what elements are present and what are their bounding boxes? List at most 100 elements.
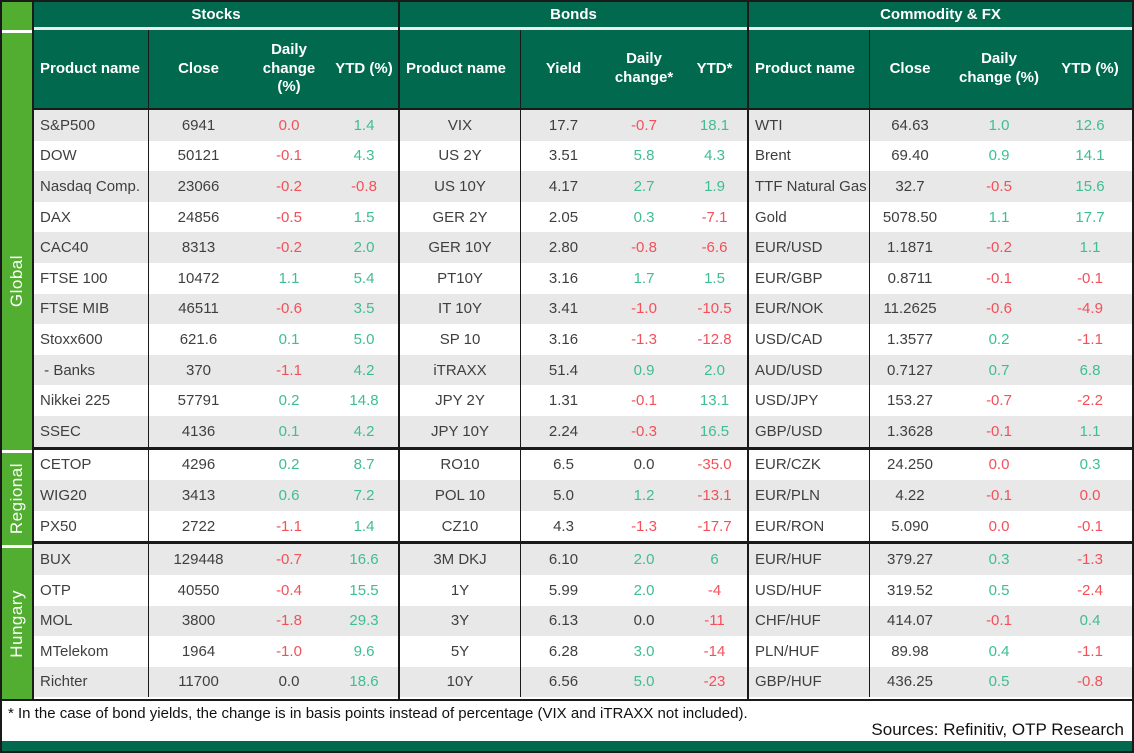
ytd-cell: -1.1 bbox=[1077, 642, 1103, 660]
ytd-cell: -0.8 bbox=[1077, 673, 1103, 691]
product-name-cell: WTI bbox=[749, 110, 870, 141]
table-row: PT10Y 3.16 1.7 1.5 bbox=[400, 262, 747, 294]
table-row: SP 10 3.16 -1.3 -12.8 bbox=[400, 324, 747, 355]
daily-change-cell: -0.4 bbox=[276, 581, 302, 599]
product-name-cell: S&P500 bbox=[34, 110, 149, 141]
group-label-regional: Regional bbox=[2, 453, 32, 545]
close-cell: 5.090 bbox=[891, 517, 929, 535]
ytd-cell: 9.6 bbox=[353, 642, 375, 660]
ytd-cell: 0.3 bbox=[1079, 456, 1101, 474]
daily-change-cell: 5.8 bbox=[633, 147, 655, 165]
table-row: VIX 17.7 -0.7 18.1 bbox=[400, 110, 747, 141]
yield-cell: 4.17 bbox=[548, 177, 579, 195]
group-label-text: Regional bbox=[7, 463, 26, 535]
ytd-cell: -17.7 bbox=[697, 517, 732, 535]
daily-change-cell: -1.0 bbox=[631, 300, 657, 318]
ytd-cell: 0.0 bbox=[1079, 486, 1101, 504]
ytd-cell: 15.5 bbox=[349, 581, 379, 599]
ytd-cell: 14.8 bbox=[349, 392, 379, 410]
ytd-cell: 6 bbox=[710, 551, 719, 569]
table-row: WIG20 3413 0.6 7.2 bbox=[34, 480, 398, 511]
close-cell: 11.2625 bbox=[883, 300, 937, 318]
daily-change-cell: -0.2 bbox=[276, 177, 302, 195]
daily-change-cell: 0.5 bbox=[988, 581, 1010, 599]
band-header-block bbox=[2, 33, 32, 113]
close-cell: 50121 bbox=[177, 147, 220, 165]
column-header-ytd: YTD (%) bbox=[335, 59, 393, 77]
ytd-cell: -6.6 bbox=[701, 239, 728, 257]
table-row: CAC40 8313 -0.2 2.0 bbox=[34, 232, 398, 263]
close-cell: 3800 bbox=[181, 612, 216, 630]
close-cell: 32.7 bbox=[895, 177, 925, 195]
daily-change-cell: -0.6 bbox=[276, 300, 302, 318]
daily-change-cell: -0.1 bbox=[986, 422, 1012, 440]
ytd-cell: 15.6 bbox=[1075, 177, 1105, 195]
table-row: USD/HUF 319.52 0.5 -2.4 bbox=[749, 574, 1132, 606]
ytd-cell: 1.5 bbox=[353, 208, 375, 226]
daily-change-cell: -0.7 bbox=[276, 551, 302, 569]
close-cell: 1.1871 bbox=[887, 239, 933, 257]
close-cell: 23066 bbox=[177, 177, 220, 195]
product-name-cell: DAX bbox=[34, 201, 149, 233]
product-name-cell: CETOP bbox=[34, 449, 149, 481]
close-cell: 414.07 bbox=[887, 612, 933, 630]
table-row: Brent 69.40 0.9 14.1 bbox=[749, 140, 1132, 172]
product-name-cell: JPY 10Y bbox=[400, 415, 521, 447]
section-body: WTI 64.63 1.0 12.6 Brent 69.40 0.9 14.1 TTF Natu… bbox=[749, 110, 1132, 699]
column-header-yield: Yield bbox=[545, 59, 582, 77]
daily-change-cell: -1.1 bbox=[276, 361, 302, 379]
sections: Stocks Product name Close Daily change (… bbox=[32, 2, 1132, 699]
close-cell: 89.98 bbox=[891, 642, 929, 660]
yield-cell: 3.41 bbox=[548, 300, 579, 318]
daily-change-cell: 0.0 bbox=[278, 673, 300, 691]
ytd-cell: 7.2 bbox=[353, 486, 375, 504]
ytd-cell: -14 bbox=[703, 642, 726, 660]
yield-cell: 6.56 bbox=[548, 673, 579, 691]
table-row: JPY 2Y 1.31 -0.1 13.1 bbox=[400, 385, 747, 416]
product-name-cell: CAC40 bbox=[34, 232, 149, 263]
column-header-product-name: Product name bbox=[749, 30, 870, 108]
product-name-cell: 3Y bbox=[400, 605, 521, 637]
ytd-cell: 1.4 bbox=[353, 116, 375, 134]
product-name-cell: GER 2Y bbox=[400, 201, 521, 233]
close-cell: 24.250 bbox=[887, 456, 933, 474]
close-cell: 46511 bbox=[178, 300, 219, 318]
ytd-cell: 12.6 bbox=[1075, 116, 1105, 134]
daily-change-cell: 0.3 bbox=[988, 551, 1010, 569]
close-cell: 24856 bbox=[177, 208, 220, 226]
section-title: Commodity & FX bbox=[749, 2, 1132, 30]
product-name-cell: SSEC bbox=[34, 415, 149, 447]
daily-change-cell: 1.1 bbox=[278, 269, 300, 287]
table-row: USD/CAD 1.3577 0.2 -1.1 bbox=[749, 324, 1132, 355]
ytd-cell: 4.3 bbox=[353, 147, 375, 165]
table-row: EUR/CZK 24.250 0.0 0.3 bbox=[749, 446, 1132, 481]
table-row: 1Y 5.99 2.0 -4 bbox=[400, 574, 747, 606]
table-row: GER 10Y 2.80 -0.8 -6.6 bbox=[400, 232, 747, 263]
product-name-cell: 1Y bbox=[400, 574, 521, 606]
ytd-cell: 18.6 bbox=[349, 673, 379, 691]
daily-change-cell: 0.2 bbox=[278, 456, 300, 474]
product-name-cell: GER 10Y bbox=[400, 232, 521, 263]
table-row: BUX 129448 -0.7 16.6 bbox=[34, 541, 398, 575]
ytd-cell: 13.1 bbox=[699, 392, 730, 410]
group-band: Global Regional Hungary bbox=[2, 2, 32, 699]
table-row: Nikkei 225 57791 0.2 14.8 bbox=[34, 385, 398, 416]
table-row: Gold 5078.50 1.1 17.7 bbox=[749, 201, 1132, 233]
close-cell: 319.52 bbox=[887, 581, 933, 599]
product-name-cell: DOW bbox=[34, 140, 149, 172]
product-name-cell: Nasdaq Comp. bbox=[34, 171, 149, 202]
table-row: 3M DKJ 6.10 2.0 6 bbox=[400, 541, 747, 575]
band-gap bbox=[2, 545, 32, 548]
product-name-cell: PX50 bbox=[34, 510, 149, 542]
ytd-cell: -11 bbox=[704, 612, 725, 630]
section-body: S&P500 6941 0.0 1.4 DOW 50121 -0.1 4.3 Nasdaq Co… bbox=[34, 110, 398, 699]
section-commodity-fx: Commodity & FX Product name Close Daily … bbox=[747, 2, 1132, 699]
ytd-cell: -2.2 bbox=[1077, 392, 1103, 410]
daily-change-cell: -1.0 bbox=[276, 642, 302, 660]
ytd-cell: 16.6 bbox=[349, 551, 379, 569]
table-row: RO10 6.5 0.0 -35.0 bbox=[400, 446, 747, 481]
product-name-cell: Stoxx600 bbox=[34, 324, 149, 355]
daily-change-cell: 0.9 bbox=[633, 361, 655, 379]
daily-change-cell: -0.6 bbox=[986, 300, 1012, 318]
ytd-cell: 29.3 bbox=[349, 612, 379, 630]
